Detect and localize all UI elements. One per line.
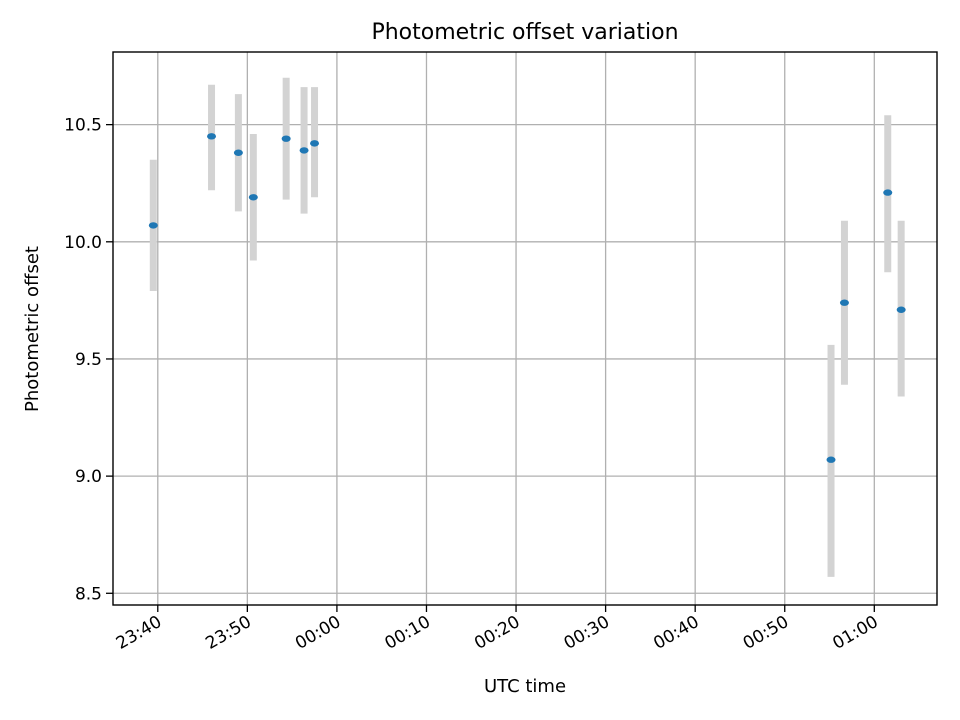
data-point bbox=[148, 222, 158, 229]
data-point bbox=[207, 133, 217, 140]
data-point bbox=[310, 140, 320, 147]
x-axis-label: UTC time bbox=[484, 676, 566, 697]
data-point bbox=[896, 306, 906, 313]
data-point bbox=[233, 149, 243, 156]
plot-frame bbox=[112, 51, 938, 606]
data-point bbox=[281, 135, 291, 142]
y-axis-ticks: 8.5 9.0 9.5 10.0 10.5 bbox=[64, 116, 113, 604]
y-tick-label: 10.0 bbox=[64, 233, 102, 253]
y-tick-label: 8.5 bbox=[75, 584, 102, 604]
data-point bbox=[883, 189, 893, 196]
y-axis-label: Photometric offset bbox=[22, 246, 43, 412]
data-point bbox=[839, 299, 849, 306]
y-tick-label: 9.5 bbox=[75, 350, 102, 370]
y-tick-label: 10.5 bbox=[64, 116, 102, 136]
data-point bbox=[299, 147, 309, 154]
data-point bbox=[826, 456, 836, 463]
data-points bbox=[148, 133, 906, 463]
y-tick-label: 9.0 bbox=[75, 467, 102, 487]
chart-title: Photometric offset variation bbox=[371, 20, 678, 45]
data-point bbox=[248, 194, 258, 201]
